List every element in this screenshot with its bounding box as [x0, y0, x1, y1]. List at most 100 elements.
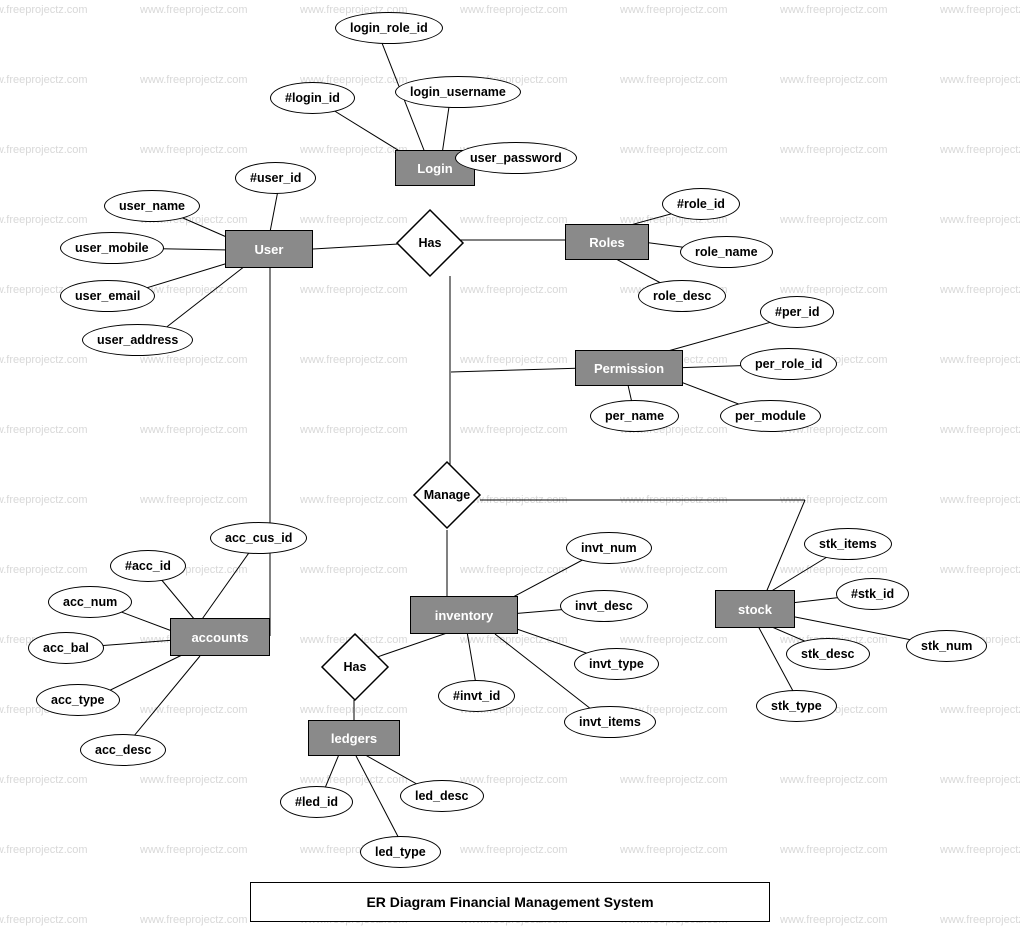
attribute-user_password: user_password — [455, 142, 577, 174]
watermark-text: www.freeprojectz.com — [940, 774, 1020, 786]
attribute-user_name: user_name — [104, 190, 200, 222]
attribute-stk_id: #stk_id — [836, 578, 909, 610]
watermark-text: www.freeprojectz.com — [460, 774, 568, 786]
entity-stock: stock — [715, 590, 795, 628]
attribute-user_id: #user_id — [235, 162, 316, 194]
watermark-text: www.freeprojectz.com — [460, 844, 568, 856]
entity-inventory: inventory — [410, 596, 518, 634]
attribute-per_module: per_module — [720, 400, 821, 432]
watermark-text: www.freeprojectz.com — [140, 494, 248, 506]
watermark-text: www.freeprojectz.com — [140, 844, 248, 856]
watermark-text: www.freeprojectz.com — [780, 914, 888, 926]
attribute-login_username: login_username — [395, 76, 521, 108]
attribute-stk_num: stk_num — [906, 630, 987, 662]
watermark-text: www.freeprojectz.com — [140, 914, 248, 926]
watermark-text: www.freeprojectz.com — [780, 564, 888, 576]
watermark-text: www.freeprojectz.com — [780, 4, 888, 16]
watermark-text: www.freeprojectz.com — [940, 494, 1020, 506]
watermark-text: www.freeprojectz.com — [620, 4, 728, 16]
watermark-text: www.freeprojectz.com — [140, 424, 248, 436]
relationship-label: Manage — [424, 488, 471, 502]
attribute-user_address: user_address — [82, 324, 193, 356]
watermark-text: www.freeprojectz.com — [0, 74, 88, 86]
relationship-manage: Manage — [412, 460, 482, 530]
watermark-text: www.freeprojectz.com — [780, 74, 888, 86]
entity-user: User — [225, 230, 313, 268]
watermark-text: www.freeprojectz.com — [780, 214, 888, 226]
watermark-text: www.freeprojectz.com — [300, 424, 408, 436]
watermark-text: www.freeprojectz.com — [460, 4, 568, 16]
watermark-text: www.freeprojectz.com — [780, 494, 888, 506]
watermark-text: www.freeprojectz.com — [940, 424, 1020, 436]
attribute-led_id: #led_id — [280, 786, 353, 818]
attribute-acc_cus_id: acc_cus_id — [210, 522, 307, 554]
watermark-text: www.freeprojectz.com — [0, 494, 88, 506]
attribute-user_mobile: user_mobile — [60, 232, 164, 264]
attribute-per_name: per_name — [590, 400, 679, 432]
watermark-text: www.freeprojectz.com — [940, 354, 1020, 366]
attribute-stk_items: stk_items — [804, 528, 892, 560]
watermark-text: www.freeprojectz.com — [460, 424, 568, 436]
watermark-text: www.freeprojectz.com — [300, 494, 408, 506]
watermark-text: www.freeprojectz.com — [780, 144, 888, 156]
relationship-has1: Has — [395, 208, 465, 278]
watermark-text: www.freeprojectz.com — [940, 914, 1020, 926]
watermark-text: www.freeprojectz.com — [620, 74, 728, 86]
attribute-role_id: #role_id — [662, 188, 740, 220]
relationship-label: Has — [419, 236, 442, 250]
attribute-stk_type: stk_type — [756, 690, 837, 722]
watermark-text: www.freeprojectz.com — [460, 284, 568, 296]
watermark-text: www.freeprojectz.com — [460, 354, 568, 366]
watermark-text: www.freeprojectz.com — [0, 144, 88, 156]
watermark-text: www.freeprojectz.com — [300, 354, 408, 366]
attribute-acc_id: #acc_id — [110, 550, 186, 582]
entity-permission: Permission — [575, 350, 683, 386]
attribute-per_id: #per_id — [760, 296, 834, 328]
watermark-text: www.freeprojectz.com — [940, 4, 1020, 16]
relationship-label: Has — [344, 660, 367, 674]
watermark-text: www.freeprojectz.com — [940, 564, 1020, 576]
attribute-invt_type: invt_type — [574, 648, 659, 680]
watermark-text: www.freeprojectz.com — [780, 774, 888, 786]
watermark-text: www.freeprojectz.com — [0, 914, 88, 926]
watermark-text: www.freeprojectz.com — [0, 354, 88, 366]
watermark-text: www.freeprojectz.com — [460, 634, 568, 646]
watermark-text: www.freeprojectz.com — [140, 4, 248, 16]
watermark-text: www.freeprojectz.com — [0, 214, 88, 226]
diagram-title: ER Diagram Financial Management System — [250, 882, 770, 922]
watermark-text: www.freeprojectz.com — [620, 774, 728, 786]
diagram-title-text: ER Diagram Financial Management System — [366, 894, 653, 910]
watermark-text: www.freeprojectz.com — [460, 214, 568, 226]
watermark-text: www.freeprojectz.com — [0, 774, 88, 786]
attribute-role_desc: role_desc — [638, 280, 726, 312]
entity-ledgers: ledgers — [308, 720, 400, 756]
watermark-text: www.freeprojectz.com — [300, 214, 408, 226]
entity-roles: Roles — [565, 224, 649, 260]
watermark-text: www.freeprojectz.com — [940, 844, 1020, 856]
attribute-login_id: #login_id — [270, 82, 355, 114]
watermark-text: www.freeprojectz.com — [0, 424, 88, 436]
attribute-user_email: user_email — [60, 280, 155, 312]
watermark-text: www.freeprojectz.com — [140, 284, 248, 296]
attribute-invt_id: #invt_id — [438, 680, 515, 712]
watermark-text: www.freeprojectz.com — [780, 844, 888, 856]
watermark-text: www.freeprojectz.com — [940, 144, 1020, 156]
attribute-acc_num: acc_num — [48, 586, 132, 618]
watermark-text: www.freeprojectz.com — [460, 564, 568, 576]
watermark-text: www.freeprojectz.com — [0, 564, 88, 576]
watermark-text: www.freeprojectz.com — [140, 354, 248, 366]
attribute-per_role_id: per_role_id — [740, 348, 837, 380]
entity-accounts: accounts — [170, 618, 270, 656]
watermark-text: www.freeprojectz.com — [780, 284, 888, 296]
watermark-text: www.freeprojectz.com — [300, 704, 408, 716]
attribute-invt_num: invt_num — [566, 532, 652, 564]
watermark-text: www.freeprojectz.com — [300, 284, 408, 296]
attribute-login_role_id: login_role_id — [335, 12, 443, 44]
watermark-text: www.freeprojectz.com — [140, 74, 248, 86]
watermark-text: www.freeprojectz.com — [0, 844, 88, 856]
watermark-text: www.freeprojectz.com — [940, 284, 1020, 296]
attribute-acc_bal: acc_bal — [28, 632, 104, 664]
watermark-text: www.freeprojectz.com — [940, 214, 1020, 226]
watermark-text: www.freeprojectz.com — [300, 144, 408, 156]
attribute-invt_items: invt_items — [564, 706, 656, 738]
